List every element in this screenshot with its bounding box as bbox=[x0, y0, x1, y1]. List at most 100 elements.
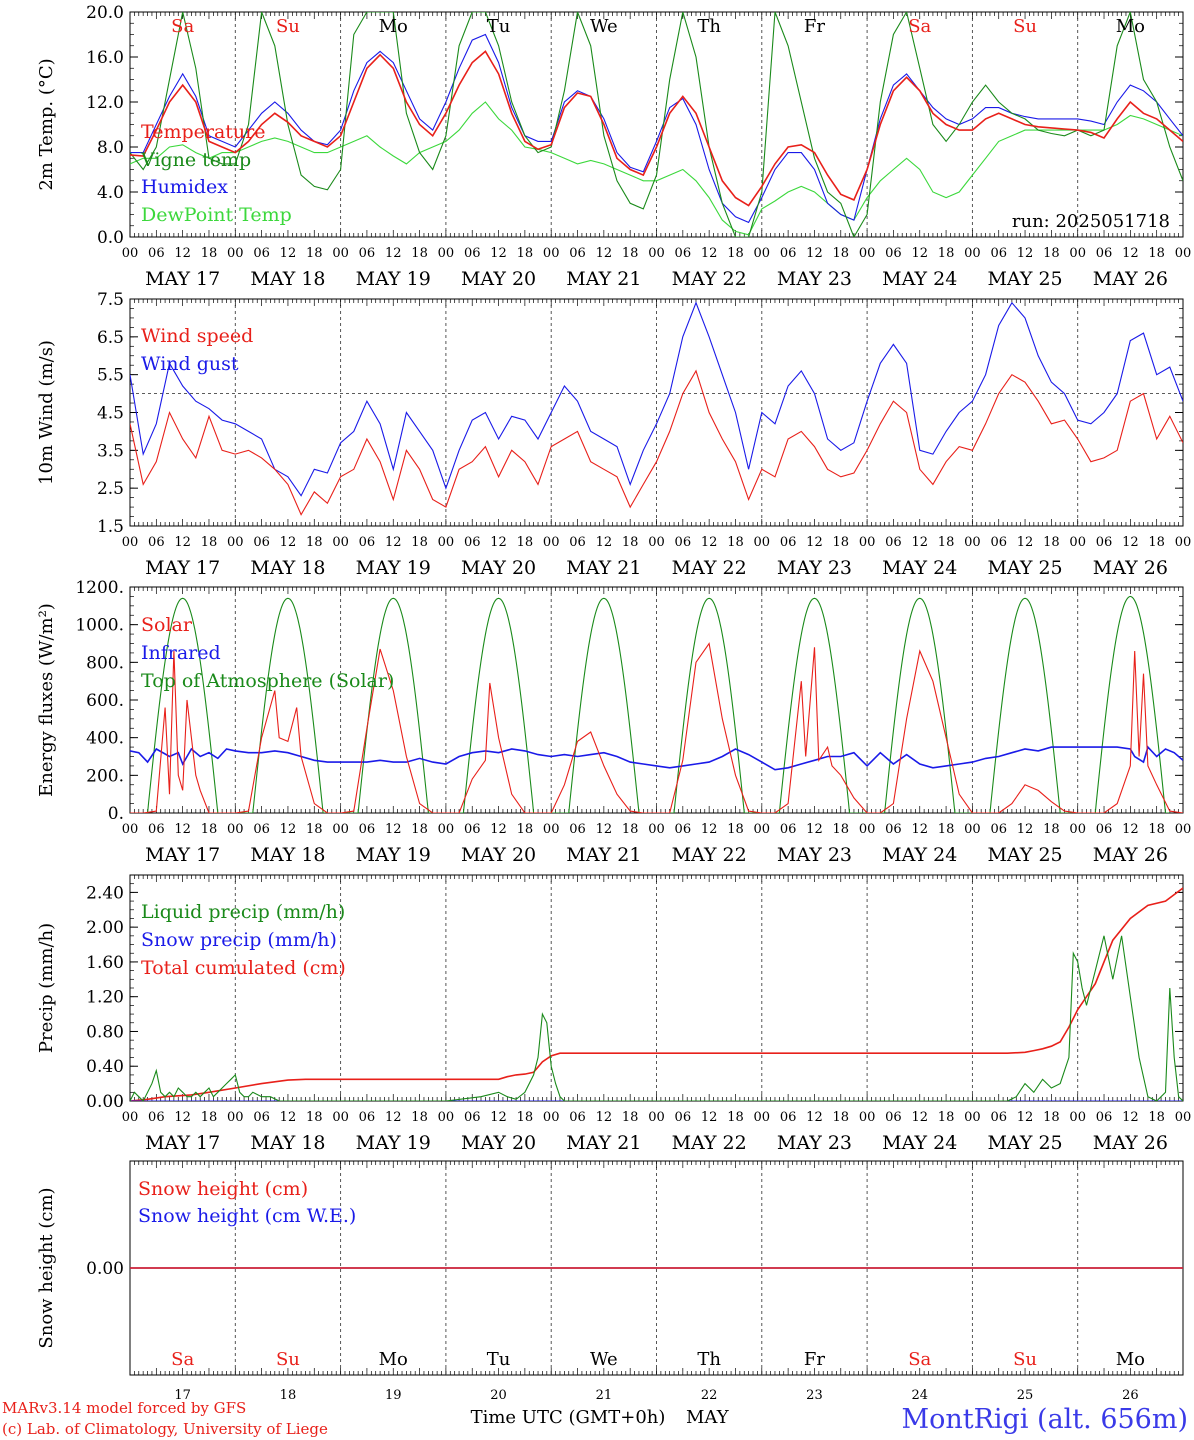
hour-tick-label: 00 bbox=[543, 246, 560, 261]
date-label: MAY 18 bbox=[250, 557, 325, 579]
y-tick-label: 4.5 bbox=[97, 404, 124, 424]
hour-tick-label: 06 bbox=[148, 822, 165, 837]
y-tick-label: 2.40 bbox=[86, 883, 124, 903]
hour-tick-label: 18 bbox=[1148, 1110, 1165, 1125]
hour-tick-label: 00 bbox=[543, 1110, 560, 1125]
date-label: MAY 26 bbox=[1093, 1132, 1168, 1154]
hour-tick-label: 00 bbox=[1175, 1110, 1192, 1125]
hour-tick-label: 18 bbox=[1043, 1110, 1060, 1125]
hour-tick-label: 12 bbox=[490, 1110, 507, 1125]
hour-tick-label: 06 bbox=[780, 822, 797, 837]
hour-tick-label: 12 bbox=[701, 246, 718, 261]
legend-entry: Wind gust bbox=[141, 353, 239, 375]
hour-tick-label: 18 bbox=[938, 535, 955, 550]
date-label: MAY 26 bbox=[1093, 557, 1168, 579]
weekday-label: Su bbox=[1013, 1349, 1037, 1370]
hour-tick-label: 00 bbox=[1175, 535, 1192, 550]
hour-tick-label: 12 bbox=[490, 246, 507, 261]
date-label: MAY 25 bbox=[987, 844, 1062, 866]
y-axis-label: 2m Temp. (°C) bbox=[36, 58, 57, 190]
weekday-label: Sa bbox=[908, 1349, 931, 1370]
hour-tick-label: 12 bbox=[806, 1110, 823, 1125]
day-number-label: 26 bbox=[1122, 1388, 1139, 1403]
hour-tick-label: 06 bbox=[569, 535, 586, 550]
legend-entry: Infrared bbox=[141, 642, 221, 664]
hour-tick-label: 18 bbox=[201, 246, 218, 261]
hour-tick-label: 18 bbox=[306, 535, 323, 550]
date-label: MAY 22 bbox=[672, 1132, 747, 1154]
series-line bbox=[130, 12, 1183, 237]
hour-tick-label: 18 bbox=[727, 1110, 744, 1125]
hour-tick-label: 12 bbox=[1017, 822, 1034, 837]
hour-tick-label: 06 bbox=[990, 822, 1007, 837]
hour-tick-label: 00 bbox=[122, 535, 139, 550]
y-tick-label: 0. bbox=[108, 804, 124, 824]
legend-entry: Vigne temp bbox=[140, 149, 251, 171]
y-axis-label: 10m Wind (m/s) bbox=[36, 340, 57, 485]
y-axis-label: Snow height (cm) bbox=[36, 1187, 57, 1348]
legend-entry: Top of Atmosphere (Solar) bbox=[141, 670, 394, 692]
hour-tick-label: 18 bbox=[833, 1110, 850, 1125]
hour-tick-label: 06 bbox=[359, 535, 376, 550]
hour-tick-label: 06 bbox=[780, 1110, 797, 1125]
series-group bbox=[130, 301, 1183, 516]
hour-tick-label: 18 bbox=[727, 535, 744, 550]
hour-tick-label: 00 bbox=[543, 822, 560, 837]
date-label: MAY 23 bbox=[777, 268, 852, 290]
legend-entry: Wind speed bbox=[141, 325, 253, 347]
y-tick-label: 600. bbox=[86, 691, 124, 711]
hour-tick-label: 12 bbox=[806, 822, 823, 837]
hour-tick-label: 00 bbox=[754, 822, 771, 837]
date-label: MAY 17 bbox=[145, 844, 220, 866]
series-line bbox=[130, 301, 1183, 497]
hour-tick-label: 06 bbox=[253, 1110, 270, 1125]
hour-tick-label: 00 bbox=[438, 535, 455, 550]
y-tick-label: 0.0 bbox=[97, 228, 124, 248]
panel-3: 0. 200. 400. 600. 800. 1000. 1200. Energy fluxe… bbox=[36, 578, 1191, 866]
hour-tick-label: 12 bbox=[385, 246, 402, 261]
date-label: MAY 25 bbox=[987, 1132, 1062, 1154]
hour-tick-label: 12 bbox=[806, 246, 823, 261]
weekday-label: Mo bbox=[379, 1349, 408, 1370]
hour-tick-label: 06 bbox=[1096, 1110, 1113, 1125]
date-label: MAY 23 bbox=[777, 557, 852, 579]
hour-tick-label: 12 bbox=[490, 535, 507, 550]
station-label: MontRigi (alt. 656m) bbox=[901, 1404, 1188, 1435]
hour-tick-label: 18 bbox=[201, 1110, 218, 1125]
weekday-label: Tu bbox=[487, 16, 511, 37]
y-tick-label: 0.40 bbox=[86, 1057, 124, 1077]
hour-tick-label: 12 bbox=[280, 246, 297, 261]
hour-tick-label: 00 bbox=[122, 1110, 139, 1125]
hour-tick-label: 00 bbox=[1175, 822, 1192, 837]
hour-tick-label: 00 bbox=[964, 822, 981, 837]
date-label: MAY 19 bbox=[356, 1132, 431, 1154]
hour-tick-label: 12 bbox=[490, 822, 507, 837]
y-tick-label: 16.0 bbox=[86, 48, 124, 68]
hour-tick-label: 00 bbox=[964, 535, 981, 550]
y-tick-label: 1.5 bbox=[97, 517, 124, 537]
series-line bbox=[130, 101, 1183, 236]
day-number-label: 22 bbox=[701, 1388, 718, 1403]
day-number-label: 18 bbox=[280, 1388, 297, 1403]
hour-tick-label: 18 bbox=[201, 535, 218, 550]
date-label: MAY 21 bbox=[566, 268, 641, 290]
date-label: MAY 17 bbox=[145, 1132, 220, 1154]
date-label: MAY 17 bbox=[145, 557, 220, 579]
hour-tick-label: 00 bbox=[122, 822, 139, 837]
hour-tick-label: 12 bbox=[701, 822, 718, 837]
hour-tick-label: 06 bbox=[885, 1110, 902, 1125]
hour-tick-label: 06 bbox=[464, 246, 481, 261]
date-label: MAY 24 bbox=[882, 1132, 957, 1154]
date-label: MAY 17 bbox=[145, 268, 220, 290]
legend-entry: Temperature bbox=[141, 121, 265, 143]
hour-tick-label: 00 bbox=[648, 822, 665, 837]
hour-tick-label: 12 bbox=[1017, 246, 1034, 261]
hour-tick-label: 18 bbox=[833, 822, 850, 837]
weekday-label: Mo bbox=[1116, 16, 1145, 37]
hour-tick-label: 18 bbox=[622, 535, 639, 550]
y-tick-label: 4.0 bbox=[97, 183, 124, 203]
panel-5: 0.00 Snow height (cm) Snow height (cm) Snow… bbox=[36, 1160, 1184, 1403]
hour-tick-label: 12 bbox=[1017, 1110, 1034, 1125]
y-tick-label: 400. bbox=[86, 729, 124, 749]
